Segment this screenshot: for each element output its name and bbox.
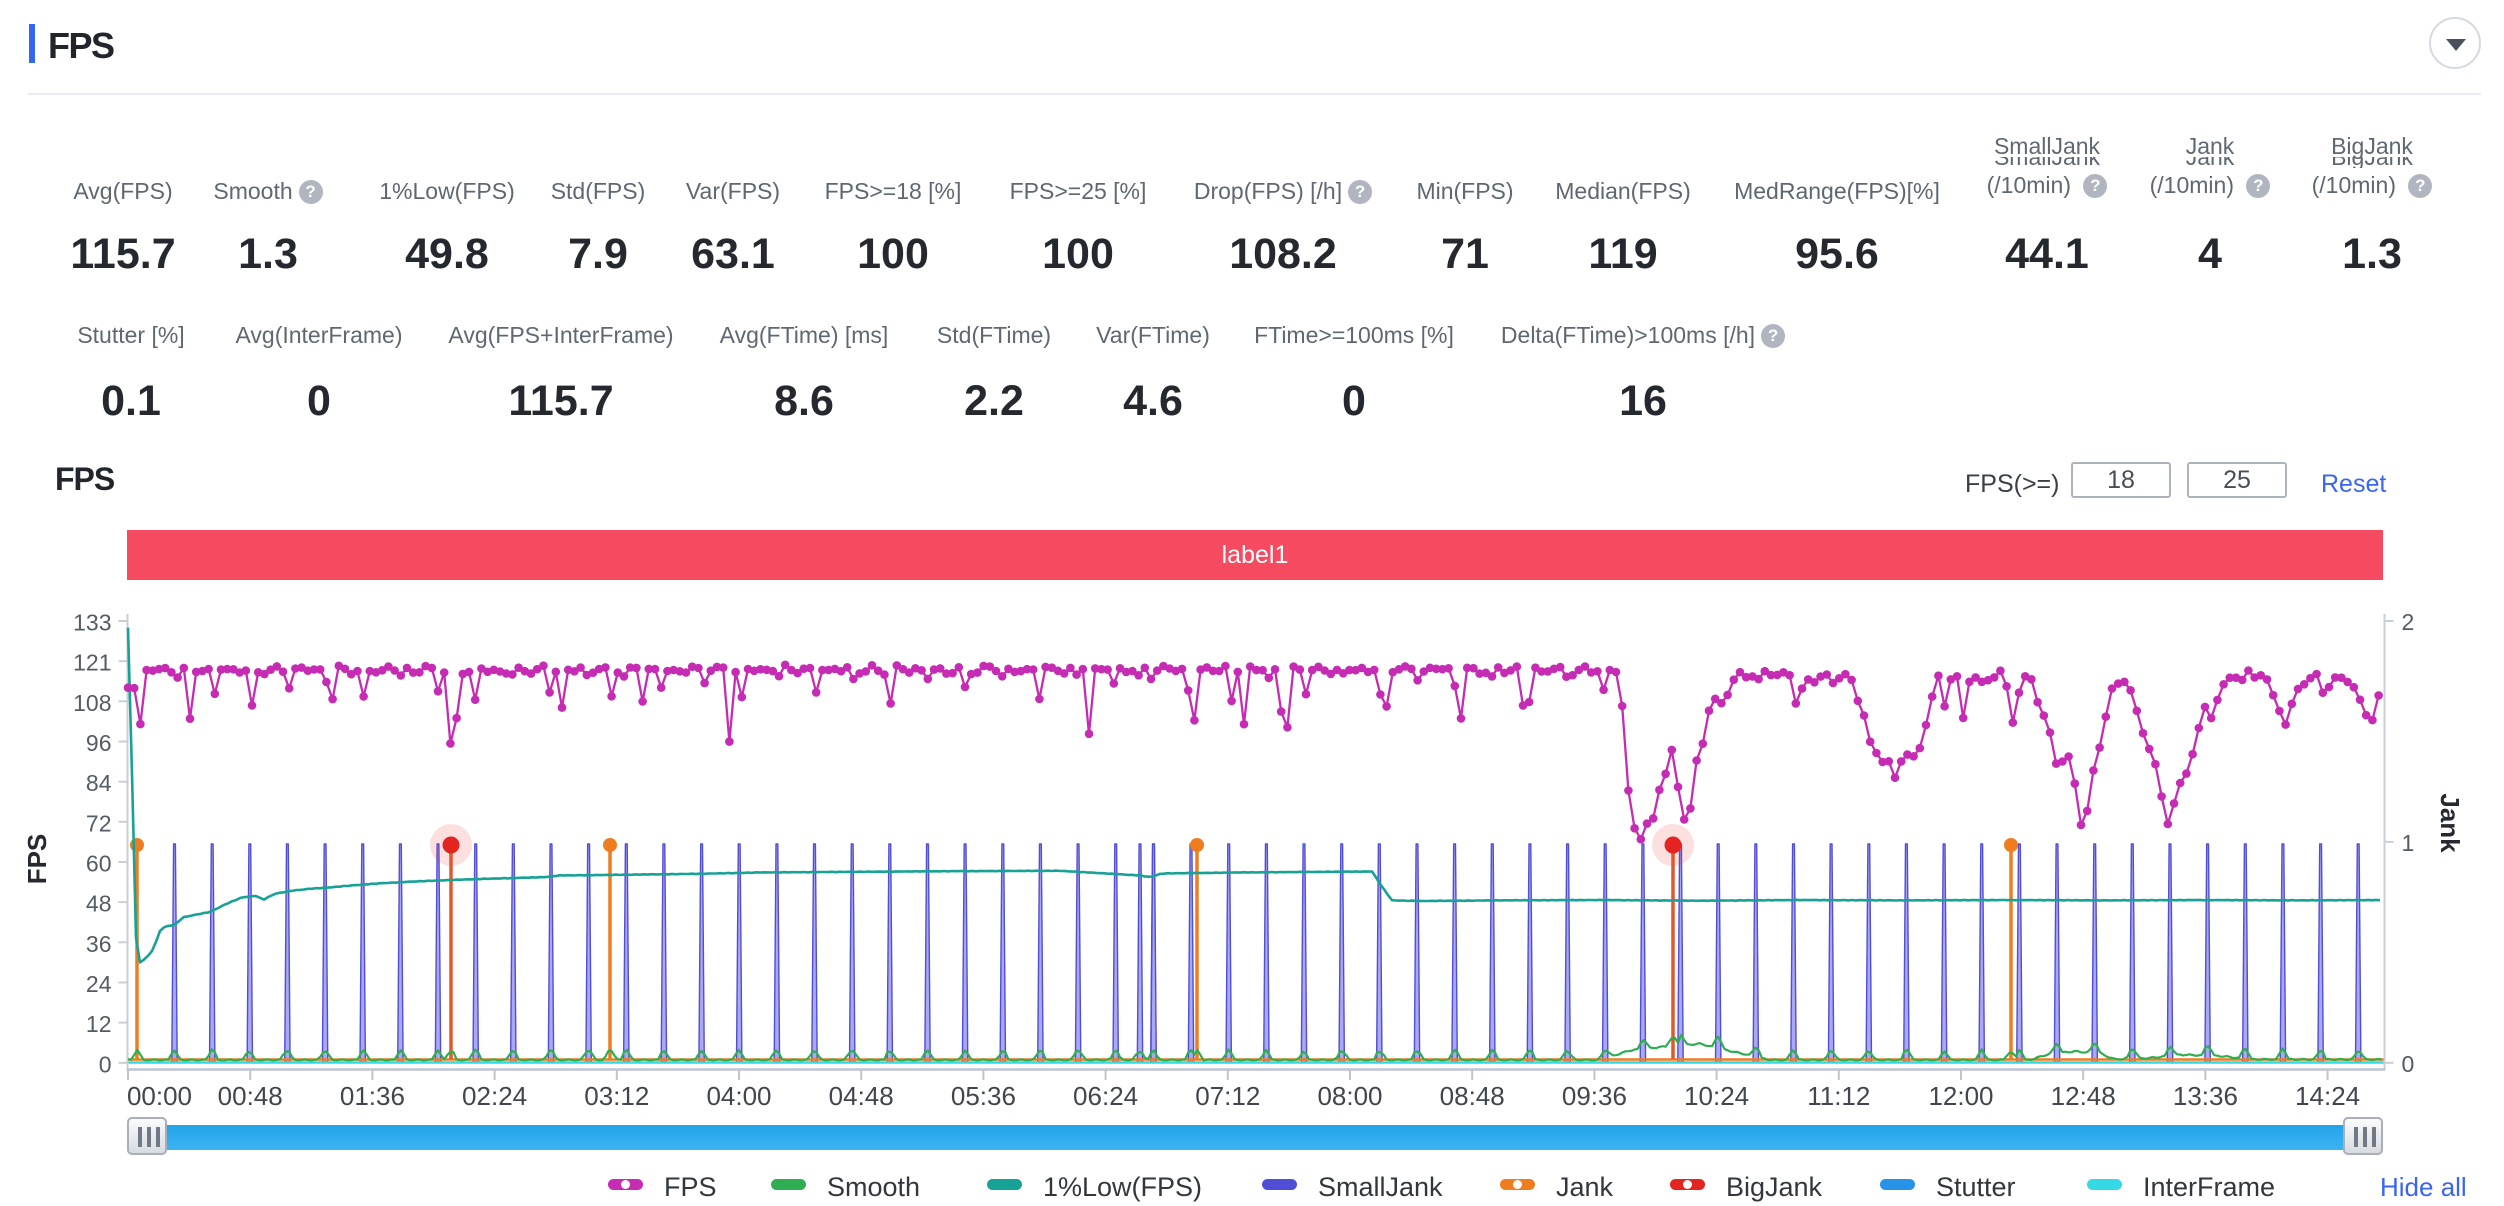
svg-text:00:00: 00:00: [127, 1081, 192, 1111]
svg-text:06:24: 06:24: [1073, 1081, 1138, 1111]
svg-text:36: 36: [86, 931, 112, 957]
svg-text:24: 24: [86, 971, 112, 997]
svg-text:10:24: 10:24: [1684, 1081, 1749, 1111]
svg-text:108: 108: [73, 690, 111, 716]
svg-text:11:12: 11:12: [1807, 1081, 1870, 1111]
svg-text:01:36: 01:36: [340, 1081, 405, 1111]
svg-text:03:12: 03:12: [584, 1081, 649, 1111]
svg-text:13:36: 13:36: [2173, 1081, 2238, 1111]
svg-text:84: 84: [86, 770, 112, 796]
svg-text:12:48: 12:48: [2051, 1081, 2116, 1111]
svg-text:14:24: 14:24: [2295, 1081, 2360, 1111]
svg-text:04:00: 04:00: [706, 1081, 771, 1111]
svg-text:0: 0: [99, 1051, 112, 1077]
svg-text:12: 12: [86, 1011, 112, 1037]
svg-text:02:24: 02:24: [462, 1081, 527, 1111]
svg-text:2: 2: [2402, 609, 2415, 635]
svg-text:96: 96: [86, 730, 112, 756]
svg-text:08:48: 08:48: [1440, 1081, 1505, 1111]
svg-text:48: 48: [86, 891, 112, 917]
svg-text:08:00: 08:00: [1317, 1081, 1382, 1111]
svg-text:12:00: 12:00: [1928, 1081, 1993, 1111]
svg-text:Jank: Jank: [2435, 793, 2465, 853]
svg-text:133: 133: [73, 610, 111, 636]
svg-text:1: 1: [2402, 830, 2415, 856]
svg-text:09:36: 09:36: [1562, 1081, 1627, 1111]
svg-text:121: 121: [73, 650, 111, 676]
svg-text:04:48: 04:48: [829, 1081, 894, 1111]
svg-text:FPS: FPS: [22, 834, 52, 885]
svg-text:07:12: 07:12: [1195, 1081, 1260, 1111]
svg-text:72: 72: [86, 810, 112, 836]
svg-text:60: 60: [86, 851, 112, 877]
svg-text:00:48: 00:48: [218, 1081, 283, 1111]
svg-text:0: 0: [2402, 1051, 2415, 1077]
svg-text:05:36: 05:36: [951, 1081, 1016, 1111]
